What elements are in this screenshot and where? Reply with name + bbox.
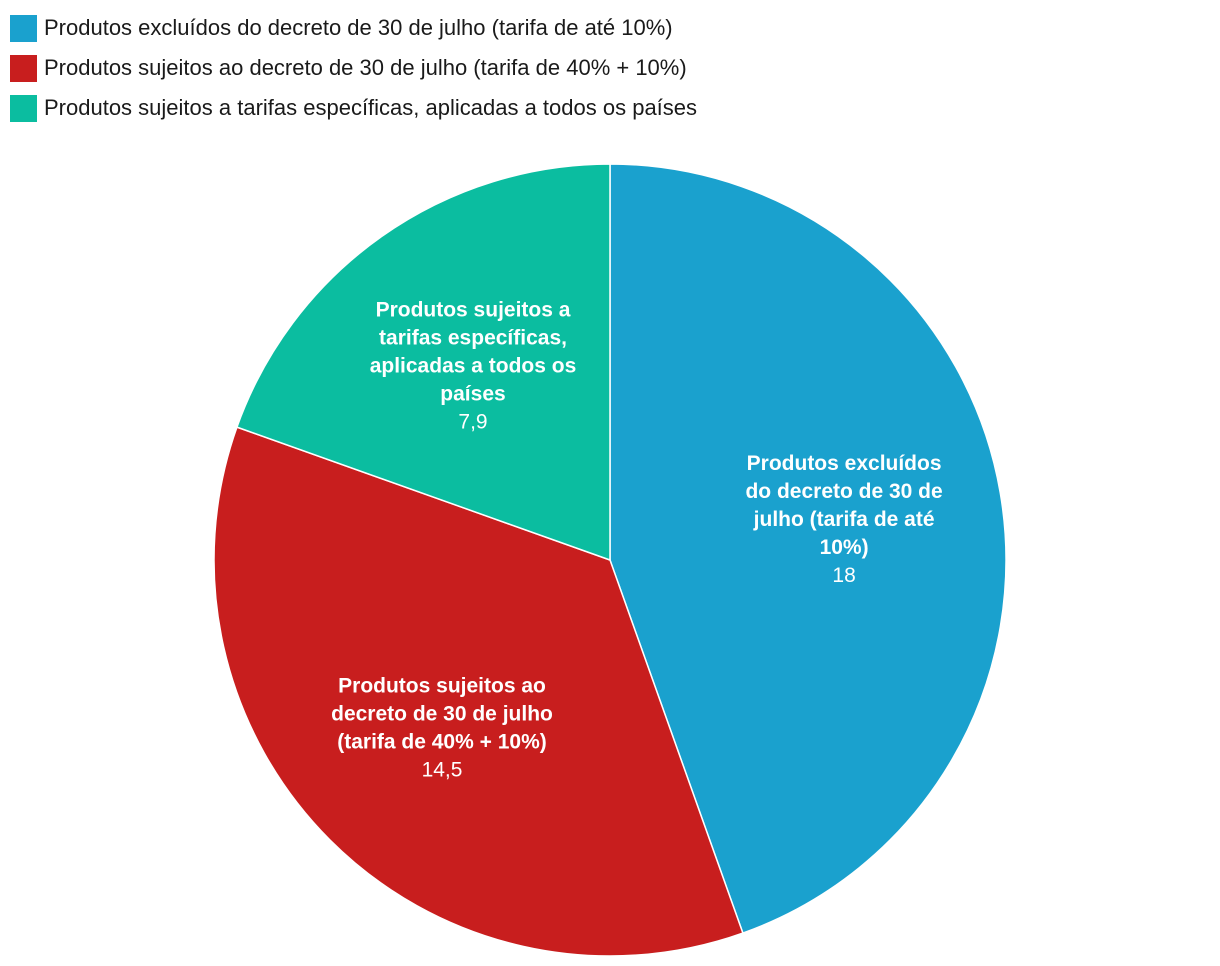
slice-title-excluded: Produtos excluídos [747,452,942,475]
slice-value-excluded: 18 [832,564,855,587]
slice-title-specific: Produtos sujeitos a [376,298,571,321]
slice-title-specific: aplicadas a todos os [370,354,577,377]
slice-label-decree: Produtos sujeitos ao decreto de 30 de jul… [331,675,553,782]
pie-slice-excluded [609,163,1007,934]
legend-label-excluded: Produtos excluídos do decreto de 30 de j… [44,15,673,40]
legend-label-decree: Produtos sujeitos ao decreto de 30 de ju… [44,55,687,80]
legend-label-specific: Produtos sujeitos a tarifas específicas,… [44,95,698,120]
slice-title-excluded: julho (tarifa de até [753,508,935,531]
slice-title-excluded: do decreto de 30 de [745,480,942,503]
slice-title-decree: decreto de 30 de julho [331,703,553,726]
slice-title-specific: países [440,382,505,405]
slice-title-excluded: 10%) [820,536,869,559]
chart-legend: Produtos excluídos do decreto de 30 de j… [10,8,697,128]
slice-title-decree: Produtos sujeitos ao [338,675,546,698]
legend-item-excluded: Produtos excluídos do decreto de 30 de j… [10,8,697,48]
pie-slice-decree [213,426,744,957]
legend-swatch-decree [10,54,37,82]
slice-value-specific: 7,9 [458,410,487,433]
slice-value-decree: 14,5 [422,759,463,782]
slice-title-specific: tarifas específicas, [379,326,567,349]
pie-slice-specific [236,163,611,561]
slice-label-specific: Produtos sujeitos a tarifas específicas, a… [370,298,577,433]
legend-swatch-specific [10,94,37,122]
slice-label-excluded: Produtos excluídos do decreto de 30 de jul… [745,452,942,587]
slice-title-decree: (tarifa de 40% + 10%) [337,731,547,754]
legend-item-decree: Produtos sujeitos ao decreto de 30 de ju… [10,48,697,88]
legend-item-specific: Produtos sujeitos a tarifas específicas,… [10,88,697,128]
legend-swatch-excluded [10,14,37,42]
